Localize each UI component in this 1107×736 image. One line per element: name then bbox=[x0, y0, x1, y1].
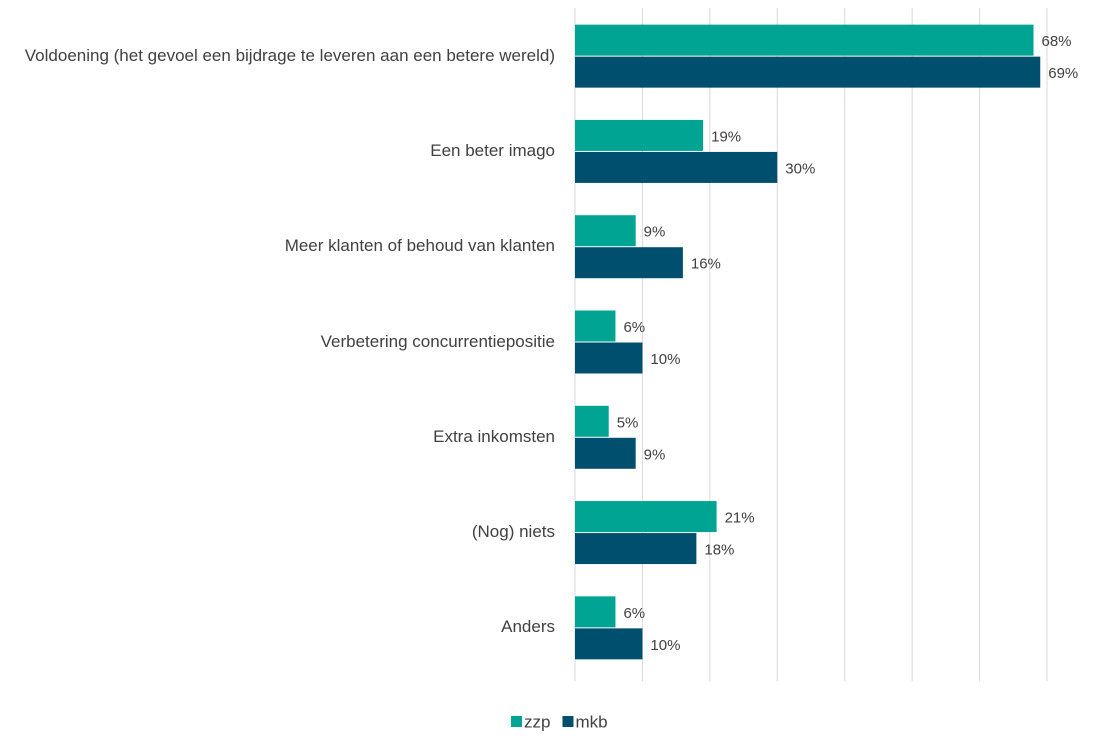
legend-swatch bbox=[562, 716, 574, 727]
bar bbox=[575, 596, 616, 628]
bar bbox=[575, 247, 683, 279]
bar bbox=[575, 628, 643, 660]
bar bbox=[575, 24, 1034, 56]
bar bbox=[575, 501, 717, 533]
data-label: 19% bbox=[711, 128, 741, 145]
legend-swatch bbox=[511, 716, 522, 727]
data-label: 5% bbox=[617, 414, 639, 431]
bar bbox=[575, 405, 609, 437]
category-label: Meer klanten of behoud van klanten bbox=[284, 236, 555, 256]
data-label: 9% bbox=[644, 224, 666, 241]
bar bbox=[575, 342, 643, 374]
data-label: 6% bbox=[623, 605, 645, 622]
bar bbox=[575, 56, 1041, 88]
data-label: 10% bbox=[650, 351, 680, 368]
category-label: Een beter imago bbox=[430, 140, 555, 160]
bar bbox=[575, 437, 636, 469]
bar bbox=[575, 310, 616, 342]
data-label: 69% bbox=[1048, 65, 1078, 82]
bar bbox=[575, 215, 636, 247]
legend-label: zzp bbox=[524, 712, 550, 731]
data-label: 18% bbox=[704, 542, 734, 559]
data-label: 9% bbox=[644, 446, 666, 463]
category-label: Verbetering concurrentiepositie bbox=[320, 331, 555, 351]
data-label: 10% bbox=[650, 637, 680, 654]
bar bbox=[575, 151, 778, 183]
data-label: 21% bbox=[725, 510, 755, 527]
data-label: 6% bbox=[623, 319, 645, 336]
category-label: Anders bbox=[501, 617, 555, 637]
bar bbox=[575, 119, 704, 151]
data-label: 16% bbox=[691, 256, 721, 273]
category-label: (Nog) niets bbox=[471, 522, 555, 542]
bar bbox=[575, 533, 697, 565]
data-label: 30% bbox=[785, 160, 815, 177]
category-label: Extra inkomsten bbox=[433, 426, 555, 446]
data-label: 68% bbox=[1042, 33, 1072, 50]
legend-label: mkb bbox=[575, 712, 607, 731]
category-label: Voldoening (het gevoel een bijdrage te l… bbox=[24, 45, 555, 65]
